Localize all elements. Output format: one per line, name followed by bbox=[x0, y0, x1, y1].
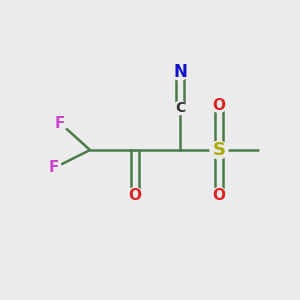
Circle shape bbox=[172, 64, 188, 80]
Text: C: C bbox=[175, 101, 185, 115]
Circle shape bbox=[46, 160, 62, 175]
Circle shape bbox=[128, 188, 142, 202]
Text: F: F bbox=[49, 160, 59, 175]
Text: O: O bbox=[212, 188, 226, 202]
Circle shape bbox=[52, 116, 68, 130]
Text: O: O bbox=[128, 188, 142, 202]
Circle shape bbox=[210, 141, 228, 159]
Text: S: S bbox=[212, 141, 226, 159]
Circle shape bbox=[173, 101, 187, 115]
Text: N: N bbox=[173, 63, 187, 81]
Circle shape bbox=[212, 98, 226, 112]
Text: O: O bbox=[212, 98, 226, 112]
Text: F: F bbox=[55, 116, 65, 130]
Circle shape bbox=[212, 188, 226, 202]
